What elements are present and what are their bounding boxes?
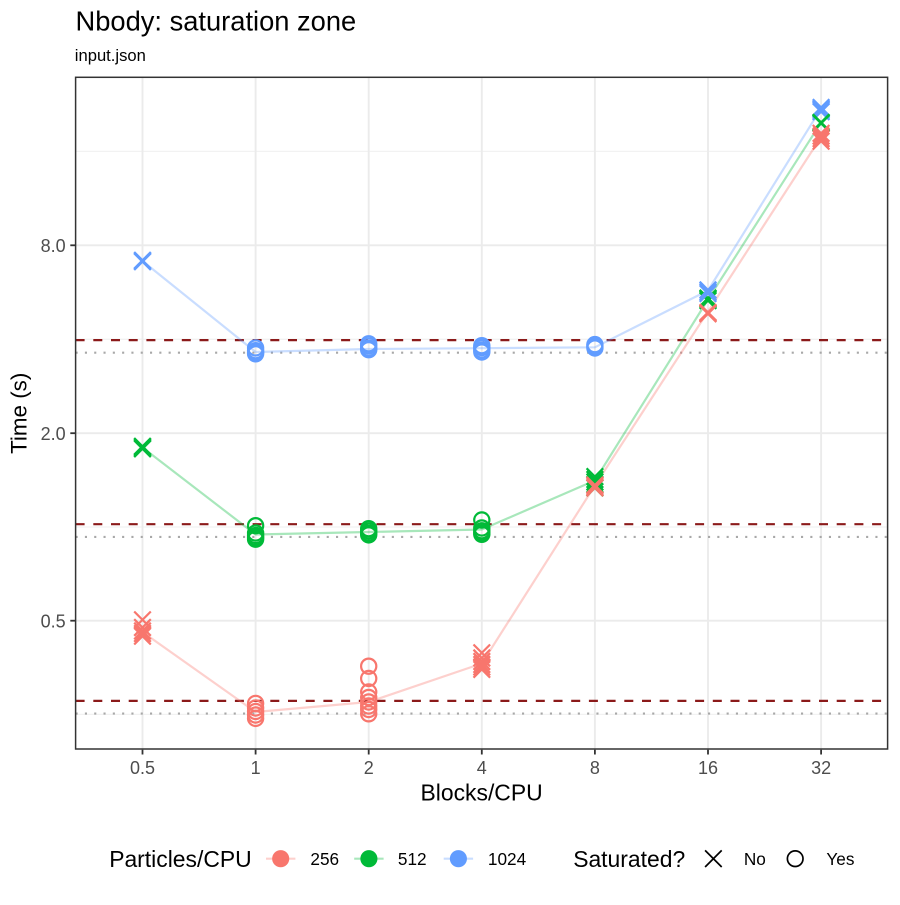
svg-text:1: 1	[251, 758, 261, 778]
svg-text:4: 4	[477, 758, 487, 778]
svg-text:8: 8	[590, 758, 600, 778]
svg-text:Particles/CPU: Particles/CPU	[109, 846, 251, 872]
svg-text:0.5: 0.5	[41, 611, 66, 631]
svg-text:Yes: Yes	[826, 849, 854, 869]
svg-text:1024: 1024	[488, 849, 527, 869]
svg-text:32: 32	[811, 758, 831, 778]
svg-text:No: No	[744, 849, 766, 869]
svg-text:2: 2	[364, 758, 374, 778]
svg-text:Nbody: saturation zone: Nbody: saturation zone	[76, 6, 357, 37]
svg-text:256: 256	[310, 849, 339, 869]
svg-text:512: 512	[398, 849, 427, 869]
svg-text:Time (s): Time (s)	[7, 373, 32, 454]
svg-text:input.json: input.json	[75, 46, 146, 65]
svg-text:2.0: 2.0	[41, 424, 66, 444]
svg-text:0.5: 0.5	[130, 758, 155, 778]
svg-text:Saturated?: Saturated?	[573, 846, 685, 872]
svg-text:16: 16	[698, 758, 718, 778]
svg-text:Blocks/CPU: Blocks/CPU	[421, 780, 543, 806]
svg-text:8.0: 8.0	[41, 236, 66, 256]
